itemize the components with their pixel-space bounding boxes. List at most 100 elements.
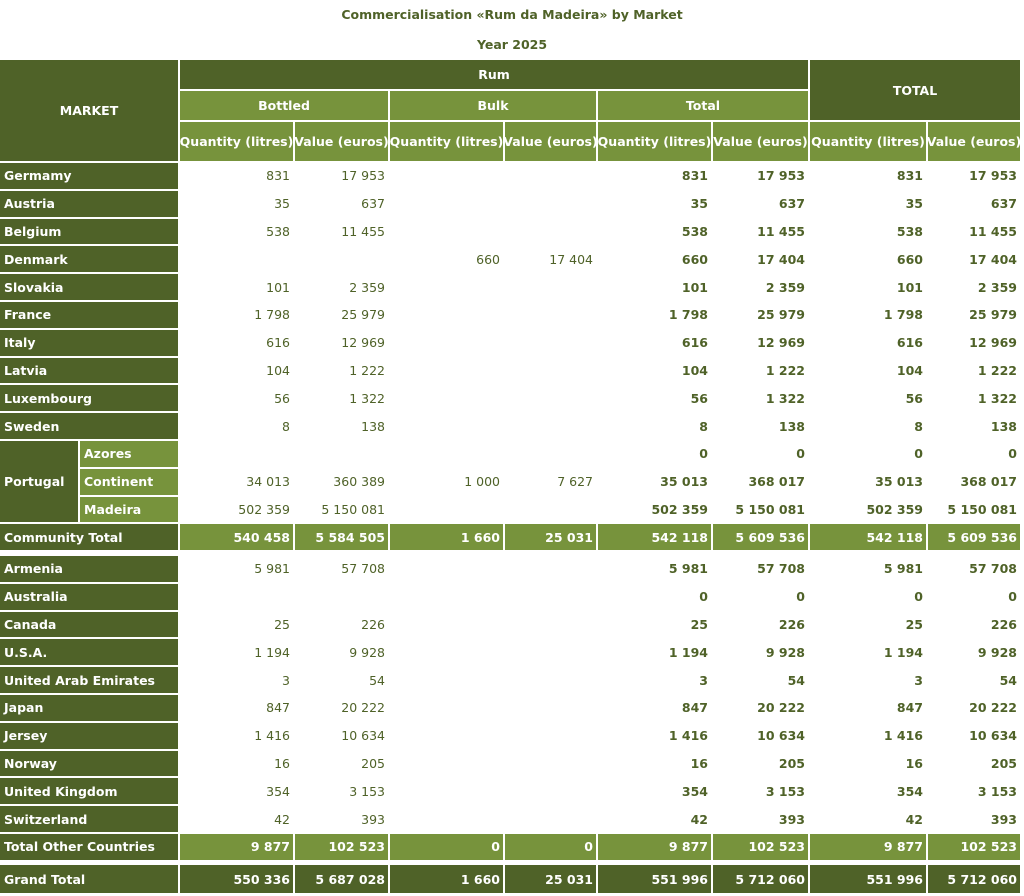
market-label: Switzerland: [0, 806, 178, 832]
value-cell: 1 322: [349, 390, 385, 406]
value-cell: 25 979: [969, 307, 1017, 323]
value-cell: 831: [681, 168, 708, 184]
market-label: Canada: [0, 611, 178, 638]
value-cell: 637: [778, 196, 805, 212]
value-cell: 3: [282, 672, 290, 688]
value-cell: [505, 191, 596, 217]
value-cell: 25 979: [757, 307, 805, 323]
value-cell: 25 979: [341, 307, 385, 323]
value-cell: [505, 639, 596, 665]
value-cell: 3 153: [977, 783, 1017, 799]
market-label: Latvia: [0, 357, 178, 384]
value-cell: 102 523: [713, 834, 808, 860]
value-cell: 551 996: [810, 865, 926, 893]
value-cell: 35 013: [875, 474, 923, 490]
header-rum: Rum: [180, 60, 808, 89]
sub-market-label: Madeira: [80, 496, 178, 523]
value-cell: [505, 163, 596, 189]
value-cell: [505, 385, 596, 411]
value-cell: [390, 330, 503, 356]
value-cell: [505, 413, 596, 439]
value-cell: 2 359: [977, 279, 1017, 295]
value-cell: 0: [699, 589, 708, 605]
value-cell: 101: [681, 279, 708, 295]
market-label: Sweden: [0, 413, 178, 439]
market-label: Belgium: [0, 218, 178, 245]
value-cell: 226: [361, 616, 385, 632]
value-cell: 1 660: [390, 524, 503, 551]
value-cell: [505, 778, 596, 804]
value-cell: [505, 302, 596, 328]
value-cell: 17 953: [969, 168, 1017, 184]
value-cell: 101: [266, 279, 290, 295]
value-cell: 7 627: [557, 474, 593, 490]
value-cell: 2 359: [349, 279, 385, 295]
market-label: Austria: [0, 190, 178, 217]
value-cell: 1 416: [883, 728, 923, 744]
value-cell: 847: [266, 700, 290, 716]
value-cell: [505, 330, 596, 356]
value-cell: 104: [266, 362, 290, 378]
value-cell: 550 336: [180, 865, 293, 893]
value-cell: 54: [369, 672, 385, 688]
value-cell: 5 712 060: [928, 865, 1020, 893]
value-cell: 20 222: [757, 700, 805, 716]
market-label: Germamy: [0, 163, 178, 189]
market-label: Jersey: [0, 722, 178, 749]
value-cell: 3 153: [349, 783, 385, 799]
value-cell: [390, 413, 503, 439]
value-cell: 1 194: [254, 644, 290, 660]
value-cell: 56: [905, 390, 923, 406]
sub-market-label: Continent: [80, 468, 178, 495]
value-cell: 104: [681, 362, 708, 378]
value-cell: 16: [690, 755, 708, 771]
value-cell: 3: [914, 672, 923, 688]
value-cell: [390, 302, 503, 328]
value-cell: 17 404: [757, 251, 805, 267]
value-cell: 551 996: [598, 865, 711, 893]
value-cell: [390, 274, 503, 300]
value-cell: 25: [905, 616, 923, 632]
value-cell: 35: [690, 196, 708, 212]
value-cell: [390, 751, 503, 777]
value-cell: [390, 163, 503, 189]
value-cell: [505, 441, 596, 467]
value-cell: 0: [390, 834, 503, 860]
value-cell: [390, 385, 503, 411]
value-cell: 360 389: [333, 474, 385, 490]
value-cell: 1 222: [765, 362, 805, 378]
value-cell: 20 222: [969, 700, 1017, 716]
value-cell: [505, 556, 596, 582]
value-cell: 138: [778, 418, 805, 434]
value-cell: [390, 667, 503, 693]
value-cell: 25 031: [505, 524, 596, 551]
value-cell: 368 017: [748, 474, 805, 490]
value-cell: 393: [778, 811, 805, 827]
value-cell: [180, 584, 293, 610]
value-cell: 1 416: [254, 728, 290, 744]
value-cell: 25 031: [505, 865, 596, 893]
value-cell: 17 953: [341, 168, 385, 184]
value-cell: 12 969: [969, 335, 1017, 351]
market-label: United Arab Emirates: [0, 667, 178, 693]
value-cell: 616: [681, 335, 708, 351]
value-cell: [505, 667, 596, 693]
total-label: Total Other Countries: [0, 834, 178, 860]
value-cell: 5 981: [883, 561, 923, 577]
value-cell: 8: [914, 418, 923, 434]
value-cell: 17 404: [969, 251, 1017, 267]
value-cell: [390, 778, 503, 804]
value-cell: [390, 219, 503, 245]
value-cell: 0: [914, 446, 923, 462]
value-cell: [295, 584, 388, 610]
total-label: Community Total: [0, 524, 178, 551]
value-cell: 1 798: [668, 307, 708, 323]
value-cell: 25: [274, 616, 290, 632]
value-cell: 11 455: [969, 223, 1017, 239]
value-cell: 20 222: [341, 700, 385, 716]
value-cell: 637: [361, 196, 385, 212]
value-cell: 205: [990, 755, 1017, 771]
value-cell: 5 150 081: [735, 501, 805, 517]
value-cell: 1 222: [977, 362, 1017, 378]
